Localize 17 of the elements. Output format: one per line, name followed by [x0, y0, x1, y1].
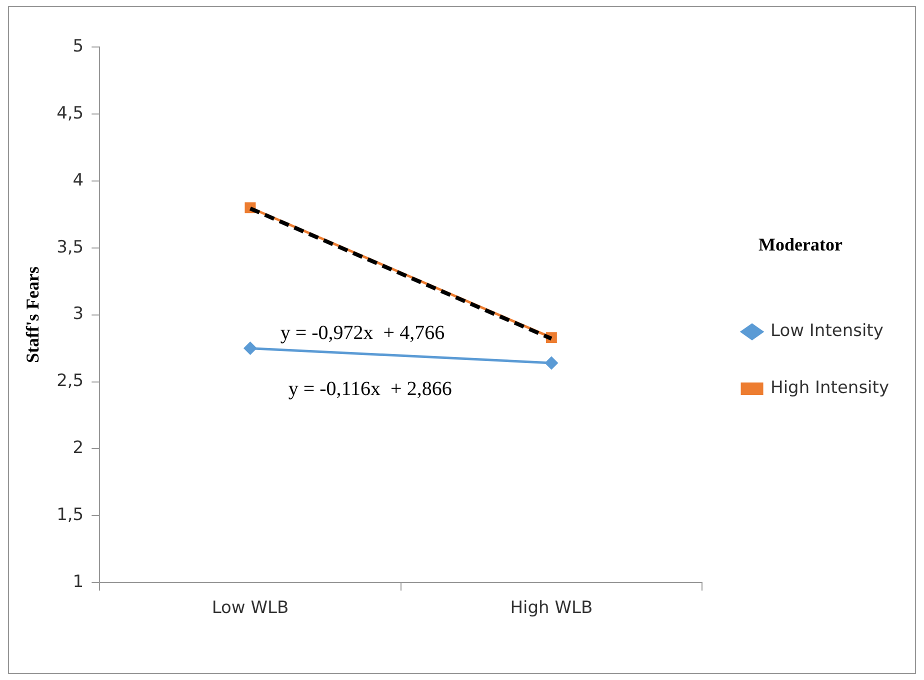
legend-label: Low Intensity — [770, 321, 884, 342]
x-tick-label: Low WLB — [212, 598, 289, 618]
annotation: y = -0,972x + 4,766 — [280, 322, 445, 344]
y-tick-label: 4,5 — [56, 103, 84, 124]
y-tick-label: 1 — [72, 572, 84, 592]
annotation: y = -0,116x + 2,866 — [288, 378, 452, 400]
legend-title: Moderator — [758, 234, 843, 254]
y-tick-label: 1,5 — [56, 505, 84, 526]
x-tick-label: High WLB — [510, 598, 593, 618]
legend-label: High Intensity — [770, 378, 889, 398]
y-tick-label: 2 — [72, 438, 84, 458]
y-tick-label: 2,5 — [56, 371, 84, 392]
y-axis-title: Staff's Fears — [22, 266, 42, 364]
y-tick-label: 4 — [72, 170, 84, 190]
y-tick-label: 5 — [72, 36, 84, 56]
y-tick-label: 3 — [72, 304, 84, 324]
y-tick-label: 3,5 — [56, 237, 84, 258]
